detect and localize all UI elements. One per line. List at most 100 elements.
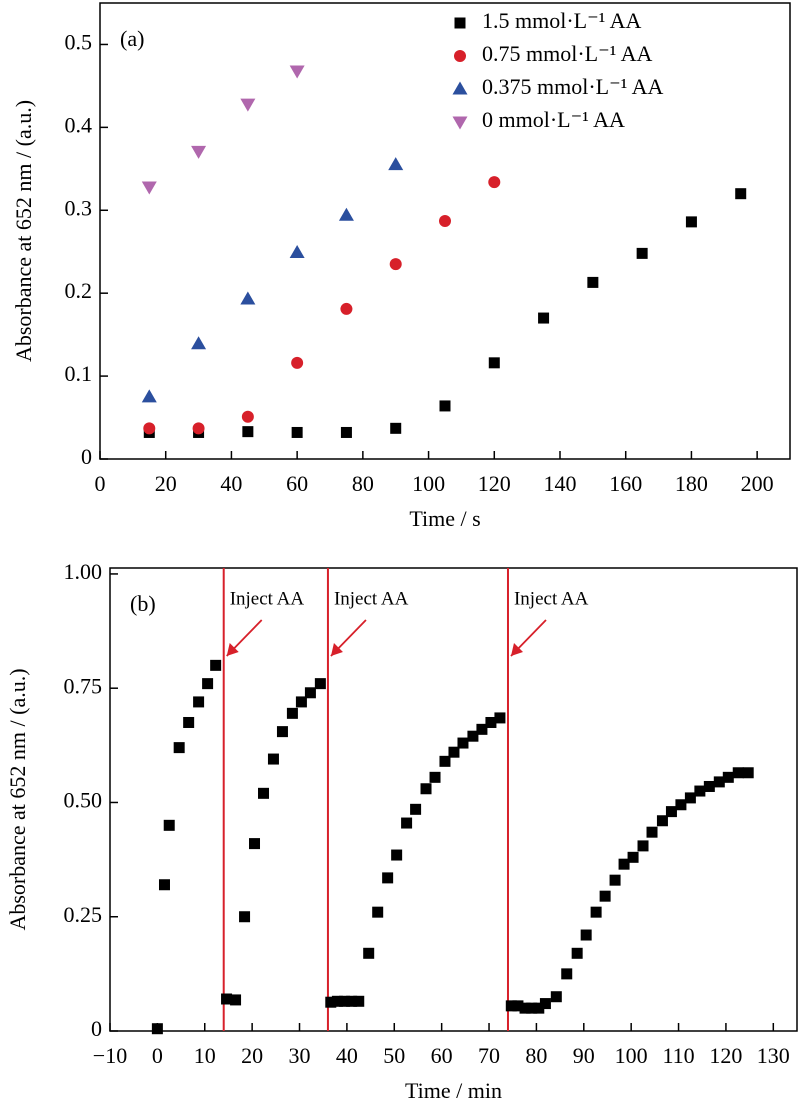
marker bbox=[539, 998, 551, 1010]
marker bbox=[448, 746, 460, 758]
marker bbox=[390, 422, 402, 434]
marker bbox=[722, 771, 734, 783]
marker bbox=[439, 215, 451, 228]
legend-label: 0.375 mmol·L⁻¹ AA bbox=[482, 74, 663, 99]
legend-label: 0 mmol·L⁻¹ AA bbox=[482, 107, 625, 132]
x-tick-label: 70 bbox=[478, 1043, 500, 1068]
y-tick-label: 0.5 bbox=[65, 30, 93, 55]
marker bbox=[230, 994, 242, 1006]
x-tick-label: 60 bbox=[286, 471, 308, 496]
y-tick-label: 0.1 bbox=[65, 361, 93, 386]
marker bbox=[388, 157, 404, 171]
marker bbox=[656, 815, 668, 827]
marker bbox=[242, 426, 254, 438]
marker bbox=[249, 838, 261, 850]
y-tick-label: 0.2 bbox=[65, 278, 93, 303]
annotation: Inject AA bbox=[230, 588, 305, 609]
x-tick-label: 180 bbox=[675, 471, 708, 496]
x-tick-label: −10 bbox=[93, 1043, 127, 1068]
annotation: Inject AA bbox=[514, 588, 589, 609]
marker bbox=[694, 785, 706, 797]
x-tick-label: 140 bbox=[544, 471, 577, 496]
marker bbox=[151, 1023, 163, 1035]
marker bbox=[291, 356, 304, 369]
marker bbox=[382, 872, 394, 884]
marker bbox=[353, 995, 365, 1007]
marker bbox=[289, 65, 305, 79]
marker bbox=[340, 426, 352, 438]
marker bbox=[389, 258, 402, 271]
marker bbox=[599, 890, 611, 902]
marker bbox=[742, 767, 754, 779]
x-tick-label: 200 bbox=[741, 471, 774, 496]
marker bbox=[191, 145, 207, 159]
marker bbox=[457, 737, 469, 749]
marker bbox=[267, 753, 279, 765]
marker bbox=[533, 1002, 545, 1014]
marker bbox=[163, 819, 175, 831]
marker bbox=[183, 716, 195, 728]
marker bbox=[505, 1000, 517, 1012]
marker bbox=[420, 783, 432, 795]
marker bbox=[561, 968, 573, 980]
marker bbox=[202, 678, 214, 690]
marker bbox=[141, 181, 157, 195]
marker bbox=[587, 276, 599, 288]
marker bbox=[331, 995, 343, 1007]
marker bbox=[637, 840, 649, 852]
x-tick-label: 20 bbox=[241, 1043, 263, 1068]
marker bbox=[439, 400, 451, 412]
legend-label: 1.5 mmol·L⁻¹ AA bbox=[482, 8, 641, 33]
x-tick-label: 130 bbox=[757, 1043, 790, 1068]
x-tick-label: 60 bbox=[431, 1043, 453, 1068]
marker bbox=[221, 993, 233, 1005]
marker bbox=[439, 755, 451, 767]
y-tick-label: 0.25 bbox=[64, 902, 103, 927]
marker bbox=[391, 849, 403, 861]
marker bbox=[295, 696, 307, 708]
x-tick-label: 20 bbox=[155, 471, 177, 496]
x-tick-label: 40 bbox=[220, 471, 242, 496]
marker bbox=[210, 659, 222, 671]
panel-label: (b) bbox=[130, 591, 156, 616]
marker bbox=[372, 906, 384, 918]
marker bbox=[476, 723, 488, 735]
marker bbox=[325, 996, 337, 1008]
y-tick-label: 0.4 bbox=[65, 112, 93, 137]
marker bbox=[346, 995, 358, 1007]
marker bbox=[618, 858, 630, 870]
marker bbox=[258, 787, 270, 799]
marker bbox=[340, 302, 353, 315]
marker bbox=[550, 991, 562, 1003]
legend-marker bbox=[454, 50, 466, 62]
arrow-head bbox=[226, 643, 239, 656]
marker bbox=[488, 176, 501, 189]
marker bbox=[239, 911, 251, 923]
marker bbox=[304, 687, 316, 699]
marker bbox=[401, 817, 413, 829]
plot-frame bbox=[109, 567, 798, 1032]
marker bbox=[571, 947, 583, 959]
y-tick-label: 0 bbox=[91, 1016, 102, 1041]
x-tick-label: 10 bbox=[194, 1043, 216, 1068]
arrow-head bbox=[330, 643, 343, 656]
x-tick-label: 90 bbox=[573, 1043, 595, 1068]
marker bbox=[685, 216, 697, 228]
marker bbox=[467, 730, 479, 742]
marker bbox=[636, 247, 648, 259]
marker bbox=[143, 422, 156, 435]
marker bbox=[512, 1000, 524, 1012]
marker bbox=[339, 995, 351, 1007]
marker bbox=[241, 410, 254, 423]
marker bbox=[665, 806, 677, 818]
y-tick-label: 1.00 bbox=[64, 559, 103, 584]
marker bbox=[713, 776, 725, 788]
marker bbox=[488, 357, 500, 369]
marker bbox=[193, 696, 205, 708]
marker bbox=[240, 98, 256, 112]
annotation: Inject AA bbox=[334, 588, 409, 609]
marker bbox=[485, 716, 497, 728]
marker bbox=[191, 336, 207, 350]
panel-label: (a) bbox=[120, 26, 144, 51]
